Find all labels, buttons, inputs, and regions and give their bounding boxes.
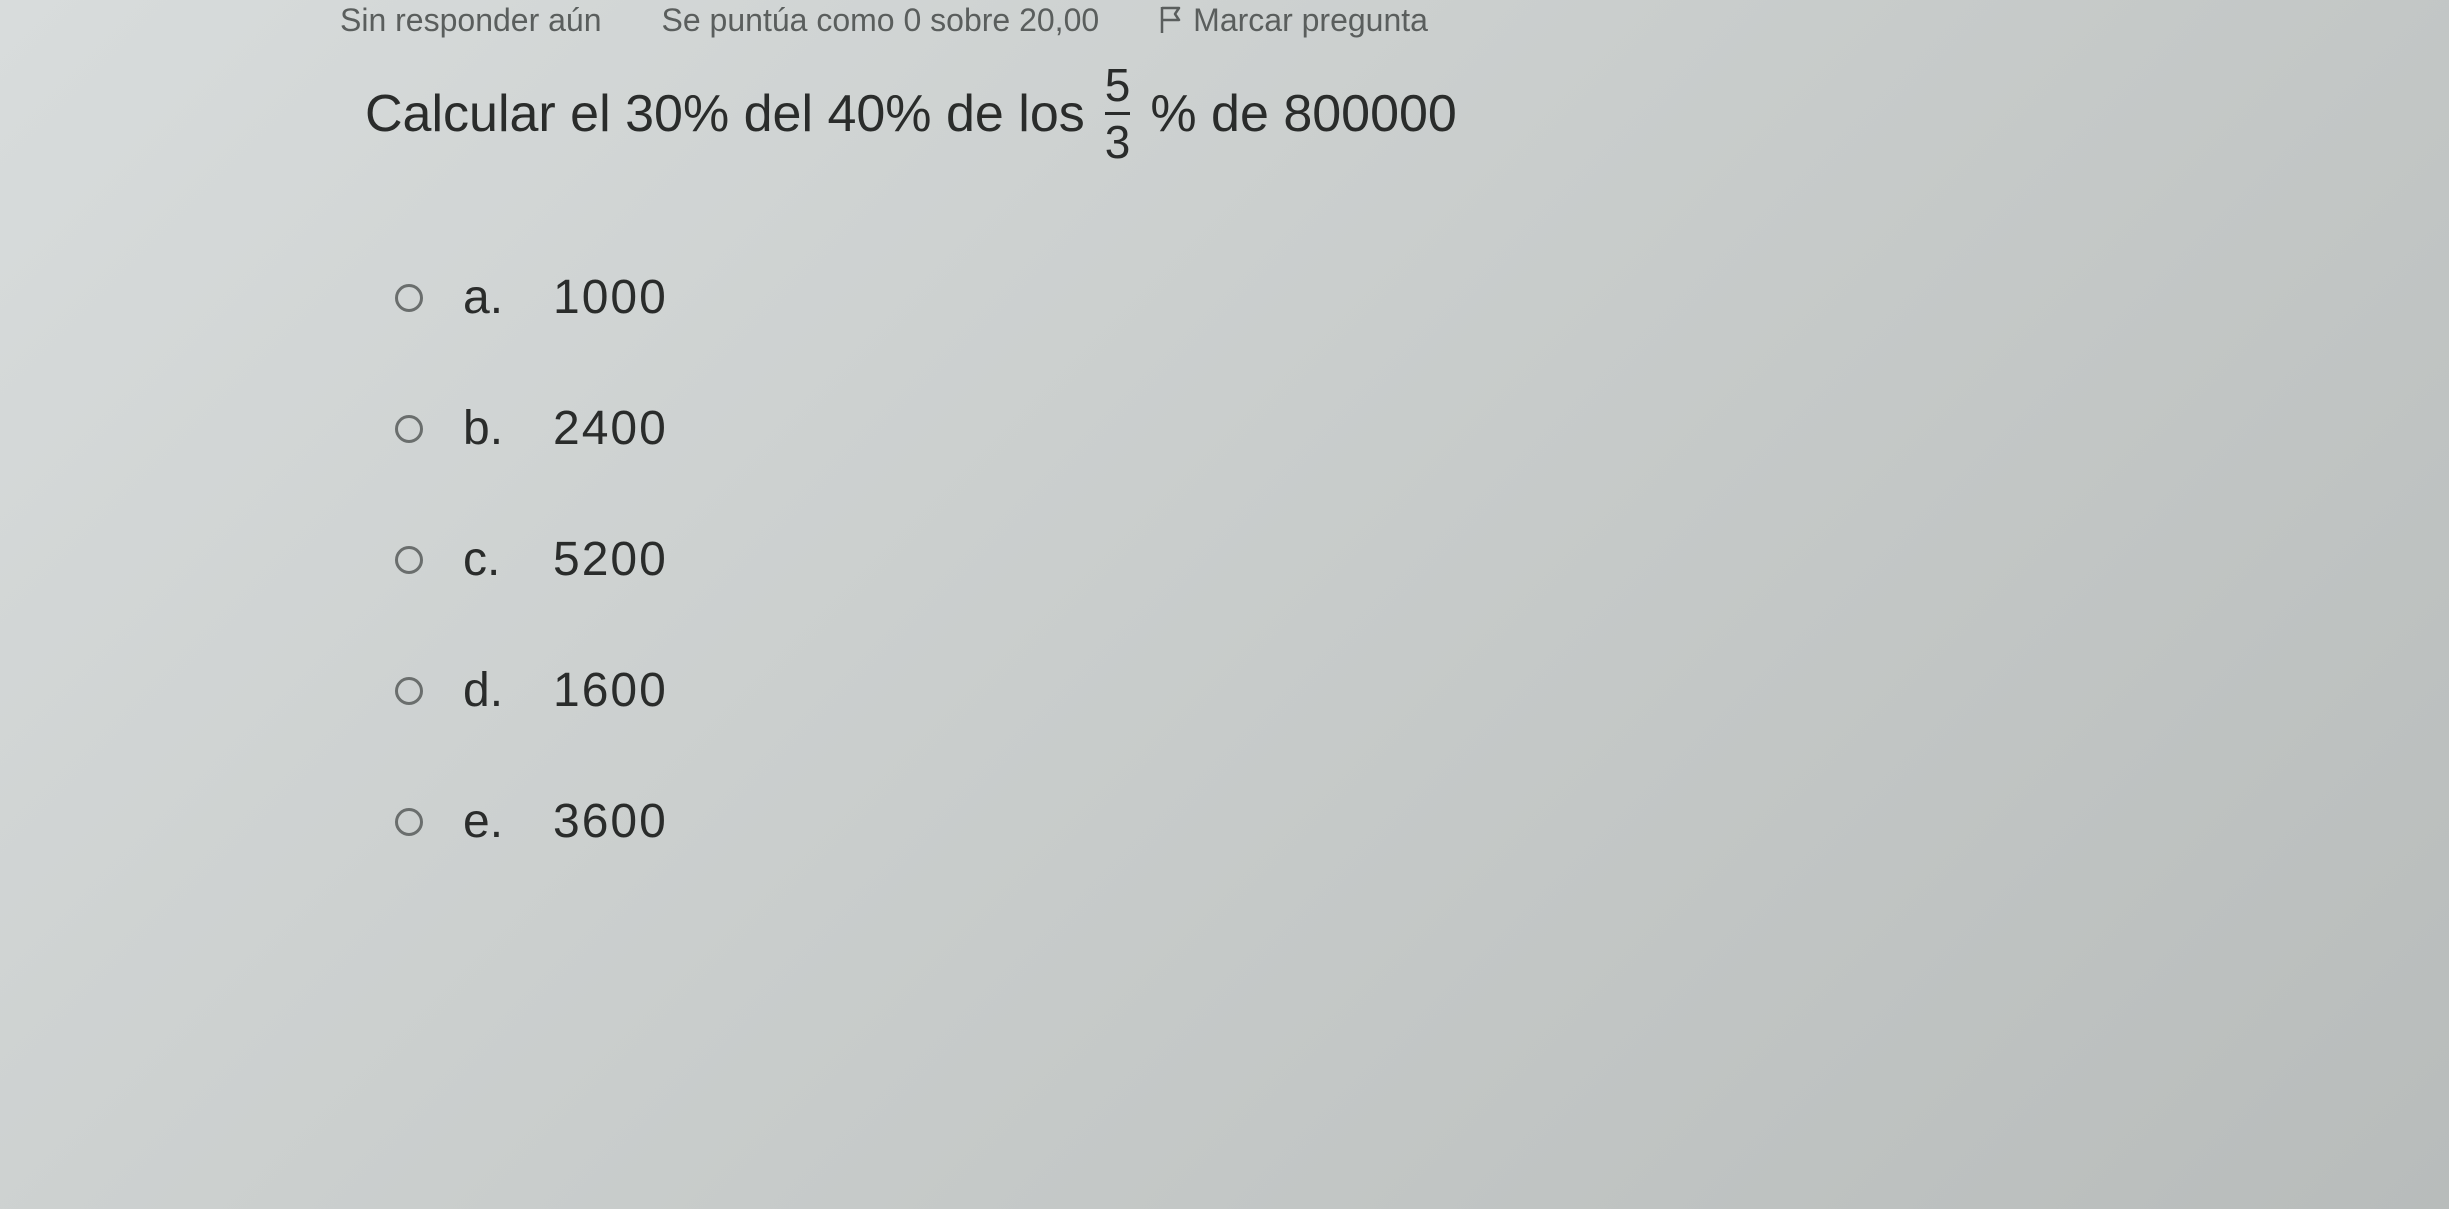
fraction-denominator: 3: [1105, 112, 1131, 165]
option-b[interactable]: b. 2400: [395, 401, 668, 456]
question-fraction: 5 3: [1105, 62, 1131, 165]
option-c[interactable]: c. 5200: [395, 532, 668, 587]
option-value: 3600: [553, 794, 668, 849]
option-value: 1600: [553, 663, 668, 718]
status-text: Sin responder aún: [340, 2, 602, 39]
option-letter: d.: [463, 663, 513, 718]
options-list: a. 1000 b. 2400 c. 5200 d. 1600 e. 3600: [395, 270, 668, 849]
option-value: 5200: [553, 532, 668, 587]
option-letter: a.: [463, 270, 513, 325]
option-e[interactable]: e. 3600: [395, 794, 668, 849]
option-letter: b.: [463, 401, 513, 456]
radio-b[interactable]: [395, 415, 423, 443]
question-part2: % de 800000: [1150, 84, 1457, 144]
question-part1: Calcular el 30% del 40% de los: [365, 84, 1085, 144]
flag-icon: [1159, 5, 1183, 35]
option-value: 2400: [553, 401, 668, 456]
radio-a[interactable]: [395, 284, 423, 312]
flag-question-link[interactable]: Marcar pregunta: [1159, 2, 1428, 39]
flag-label: Marcar pregunta: [1193, 2, 1428, 39]
radio-e[interactable]: [395, 808, 423, 836]
option-letter: e.: [463, 794, 513, 849]
option-a[interactable]: a. 1000: [395, 270, 668, 325]
score-text: Se puntúa como 0 sobre 20,00: [662, 2, 1100, 39]
option-value: 1000: [553, 270, 668, 325]
option-d[interactable]: d. 1600: [395, 663, 668, 718]
radio-d[interactable]: [395, 677, 423, 705]
option-letter: c.: [463, 532, 513, 587]
question-meta-bar: Sin responder aún Se puntúa como 0 sobre…: [0, 0, 2449, 40]
question-text: Calcular el 30% del 40% de los 5 3 % de …: [365, 62, 1457, 165]
fraction-numerator: 5: [1105, 62, 1131, 112]
radio-c[interactable]: [395, 546, 423, 574]
